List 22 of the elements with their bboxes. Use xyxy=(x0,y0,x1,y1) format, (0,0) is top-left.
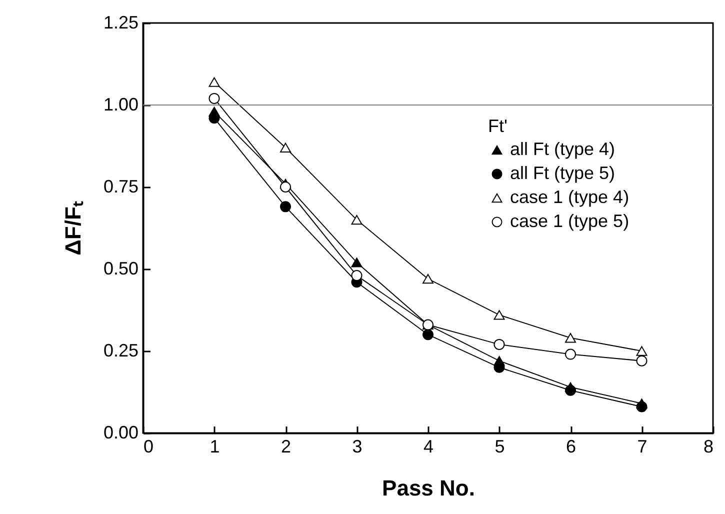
legend-label: case 1 (type 4) xyxy=(510,187,630,207)
legend-label: all Ft (type 4) xyxy=(510,139,616,159)
legend-label: case 1 (type 5) xyxy=(510,211,630,231)
y-tick-label: 1.00 xyxy=(103,94,138,114)
x-tick-label: 6 xyxy=(566,436,576,456)
legend-title: Ft' xyxy=(488,116,508,136)
x-tick-label: 5 xyxy=(494,436,505,456)
x-tick-label: 2 xyxy=(280,436,292,456)
x-tick-label: 0 xyxy=(144,436,154,456)
x-tick-label: 1 xyxy=(210,436,220,456)
y-tick-label: 0.75 xyxy=(103,176,138,196)
x-tick-label: 7 xyxy=(637,436,648,456)
legend-label: all Ft (type 5) xyxy=(510,163,616,183)
y-tick-label: 0.25 xyxy=(103,340,138,360)
y-tick-label: 1.25 xyxy=(103,12,138,32)
x-tick-label: 4 xyxy=(423,436,434,456)
y-axis-title: ΔF/Fₜ xyxy=(60,200,86,256)
y-tick-label: 0.50 xyxy=(103,258,138,278)
x-axis-title: Pass No. xyxy=(382,476,475,500)
x-tick-label: 8 xyxy=(703,436,714,456)
y-tick-label: 0.00 xyxy=(103,422,138,442)
x-tick-label: 3 xyxy=(352,436,362,456)
